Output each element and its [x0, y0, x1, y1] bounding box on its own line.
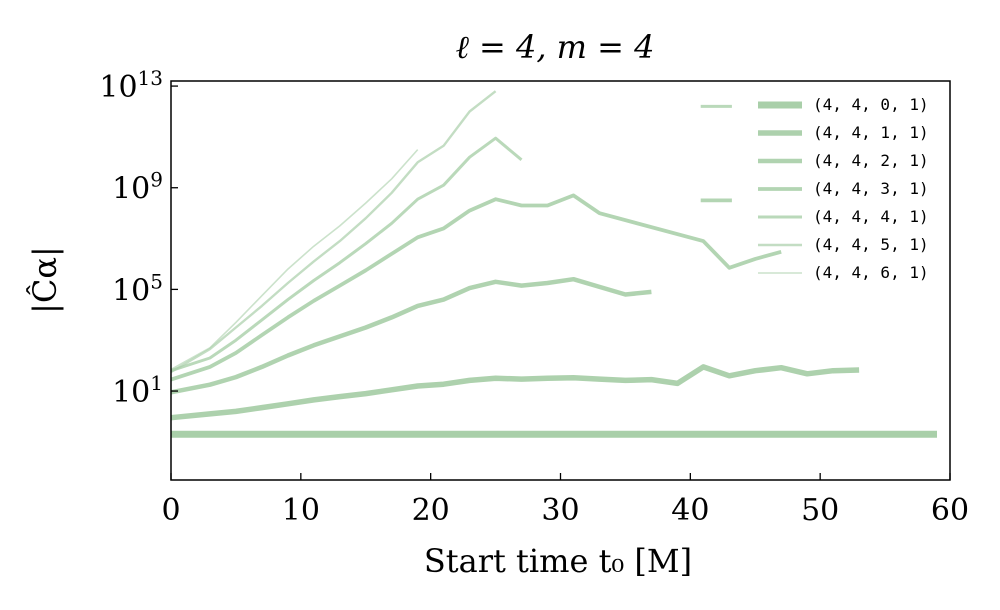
y-tick-label: 105 [112, 269, 163, 308]
legend-label: (4, 4, 1, 1) [813, 123, 929, 142]
legend-label: (4, 4, 2, 1) [813, 151, 929, 170]
series-line-3-seg-0 [170, 193, 782, 382]
y-tick-label: 109 [112, 168, 163, 207]
series-line-5-seg-0 [170, 90, 497, 374]
series-line-1-seg-0 [170, 364, 860, 421]
y-tick-label: 1013 [99, 66, 163, 105]
series-line-6-seg-0 [170, 149, 419, 371]
legend-label: (4, 4, 3, 1) [813, 179, 929, 198]
legend-label: (4, 4, 5, 1) [813, 235, 929, 254]
x-tick-label: 0 [161, 493, 180, 528]
x-tick-label: 60 [931, 493, 969, 528]
legend: (4, 4, 0, 1) (4, 4, 1, 1) (4, 4, 2, 1) (4, … [758, 95, 929, 282]
legend-label: (4, 4, 6, 1) [813, 263, 929, 282]
x-tick-label: 30 [541, 493, 579, 528]
legend-label: (4, 4, 0, 1) [813, 95, 929, 114]
y-axis-label: |Ĉα| [26, 246, 64, 314]
x-tick-label: 10 [282, 493, 320, 528]
legend-label: (4, 4, 4, 1) [813, 207, 929, 226]
y-tick-label: 101 [112, 371, 163, 410]
x-axis-label: Start time t₀ [M] [424, 542, 692, 580]
series-line-4-seg-0 [170, 136, 523, 373]
x-tick-label: 40 [671, 493, 709, 528]
series-line-2-seg-0 [170, 276, 652, 395]
axes-layer: 0 10 20 30 40 50 60 101 105 109 1013 [99, 66, 969, 528]
x-tick-label: 50 [801, 493, 839, 528]
chart-title: ℓ = 4, m = 4 [455, 28, 654, 66]
x-tick-label: 20 [412, 493, 450, 528]
series-layer [170, 90, 937, 438]
